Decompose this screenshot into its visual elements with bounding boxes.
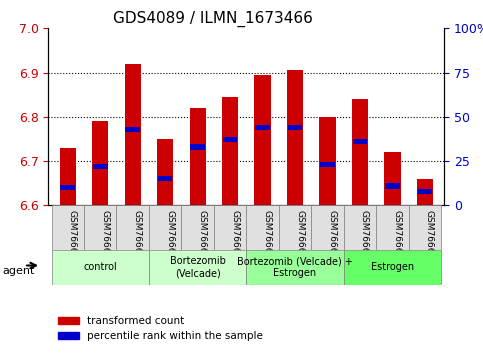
Bar bbox=[246, 205, 279, 250]
Bar bbox=[223, 137, 238, 143]
Bar bbox=[352, 99, 368, 205]
Bar bbox=[320, 162, 335, 167]
Bar bbox=[255, 75, 270, 205]
Bar bbox=[255, 125, 270, 130]
Bar bbox=[344, 205, 376, 250]
Bar bbox=[418, 189, 432, 194]
Text: Bortezomib
(Velcade): Bortezomib (Velcade) bbox=[170, 256, 226, 278]
Bar bbox=[182, 205, 214, 250]
Bar bbox=[344, 250, 441, 285]
Bar bbox=[84, 205, 116, 250]
Text: agent: agent bbox=[2, 266, 35, 276]
Bar bbox=[189, 108, 206, 205]
Bar bbox=[384, 152, 400, 205]
Bar bbox=[385, 183, 400, 189]
Bar bbox=[409, 205, 441, 250]
Bar bbox=[52, 250, 149, 285]
Text: GSM766676: GSM766676 bbox=[68, 210, 77, 265]
Text: GSM766681: GSM766681 bbox=[425, 210, 434, 265]
Bar bbox=[93, 164, 108, 169]
Bar bbox=[60, 185, 75, 190]
Text: GDS4089 / ILMN_1673466: GDS4089 / ILMN_1673466 bbox=[113, 11, 313, 27]
Text: GSM766686: GSM766686 bbox=[295, 210, 304, 265]
Text: control: control bbox=[84, 262, 117, 272]
Bar bbox=[287, 70, 303, 205]
Bar bbox=[116, 205, 149, 250]
Bar bbox=[125, 64, 141, 205]
Text: GSM766684: GSM766684 bbox=[230, 210, 239, 265]
Bar bbox=[246, 250, 344, 285]
Bar bbox=[376, 205, 409, 250]
Bar bbox=[60, 148, 76, 205]
Bar bbox=[417, 179, 433, 205]
Bar bbox=[319, 117, 336, 205]
Bar bbox=[158, 176, 172, 182]
Bar bbox=[190, 144, 205, 150]
Bar bbox=[311, 205, 344, 250]
Text: Estrogen: Estrogen bbox=[371, 262, 414, 272]
Bar bbox=[214, 205, 246, 250]
Text: Bortezomib (Velcade) +
Estrogen: Bortezomib (Velcade) + Estrogen bbox=[237, 256, 353, 278]
Text: GSM766678: GSM766678 bbox=[133, 210, 142, 265]
Bar bbox=[52, 205, 84, 250]
Text: GSM766685: GSM766685 bbox=[263, 210, 271, 265]
Text: GSM766682: GSM766682 bbox=[165, 210, 174, 265]
Text: GSM766687: GSM766687 bbox=[327, 210, 337, 265]
Text: GSM766680: GSM766680 bbox=[392, 210, 401, 265]
Bar bbox=[353, 139, 367, 144]
Text: GSM766679: GSM766679 bbox=[360, 210, 369, 265]
Bar bbox=[149, 205, 182, 250]
Text: GSM766683: GSM766683 bbox=[198, 210, 207, 265]
Bar bbox=[149, 250, 246, 285]
Bar bbox=[157, 139, 173, 205]
Bar bbox=[126, 126, 140, 132]
Bar bbox=[288, 125, 302, 130]
Legend: transformed count, percentile rank within the sample: transformed count, percentile rank withi… bbox=[54, 312, 267, 345]
Bar bbox=[222, 97, 238, 205]
Bar bbox=[279, 205, 311, 250]
Bar bbox=[92, 121, 108, 205]
Text: GSM766677: GSM766677 bbox=[100, 210, 109, 265]
